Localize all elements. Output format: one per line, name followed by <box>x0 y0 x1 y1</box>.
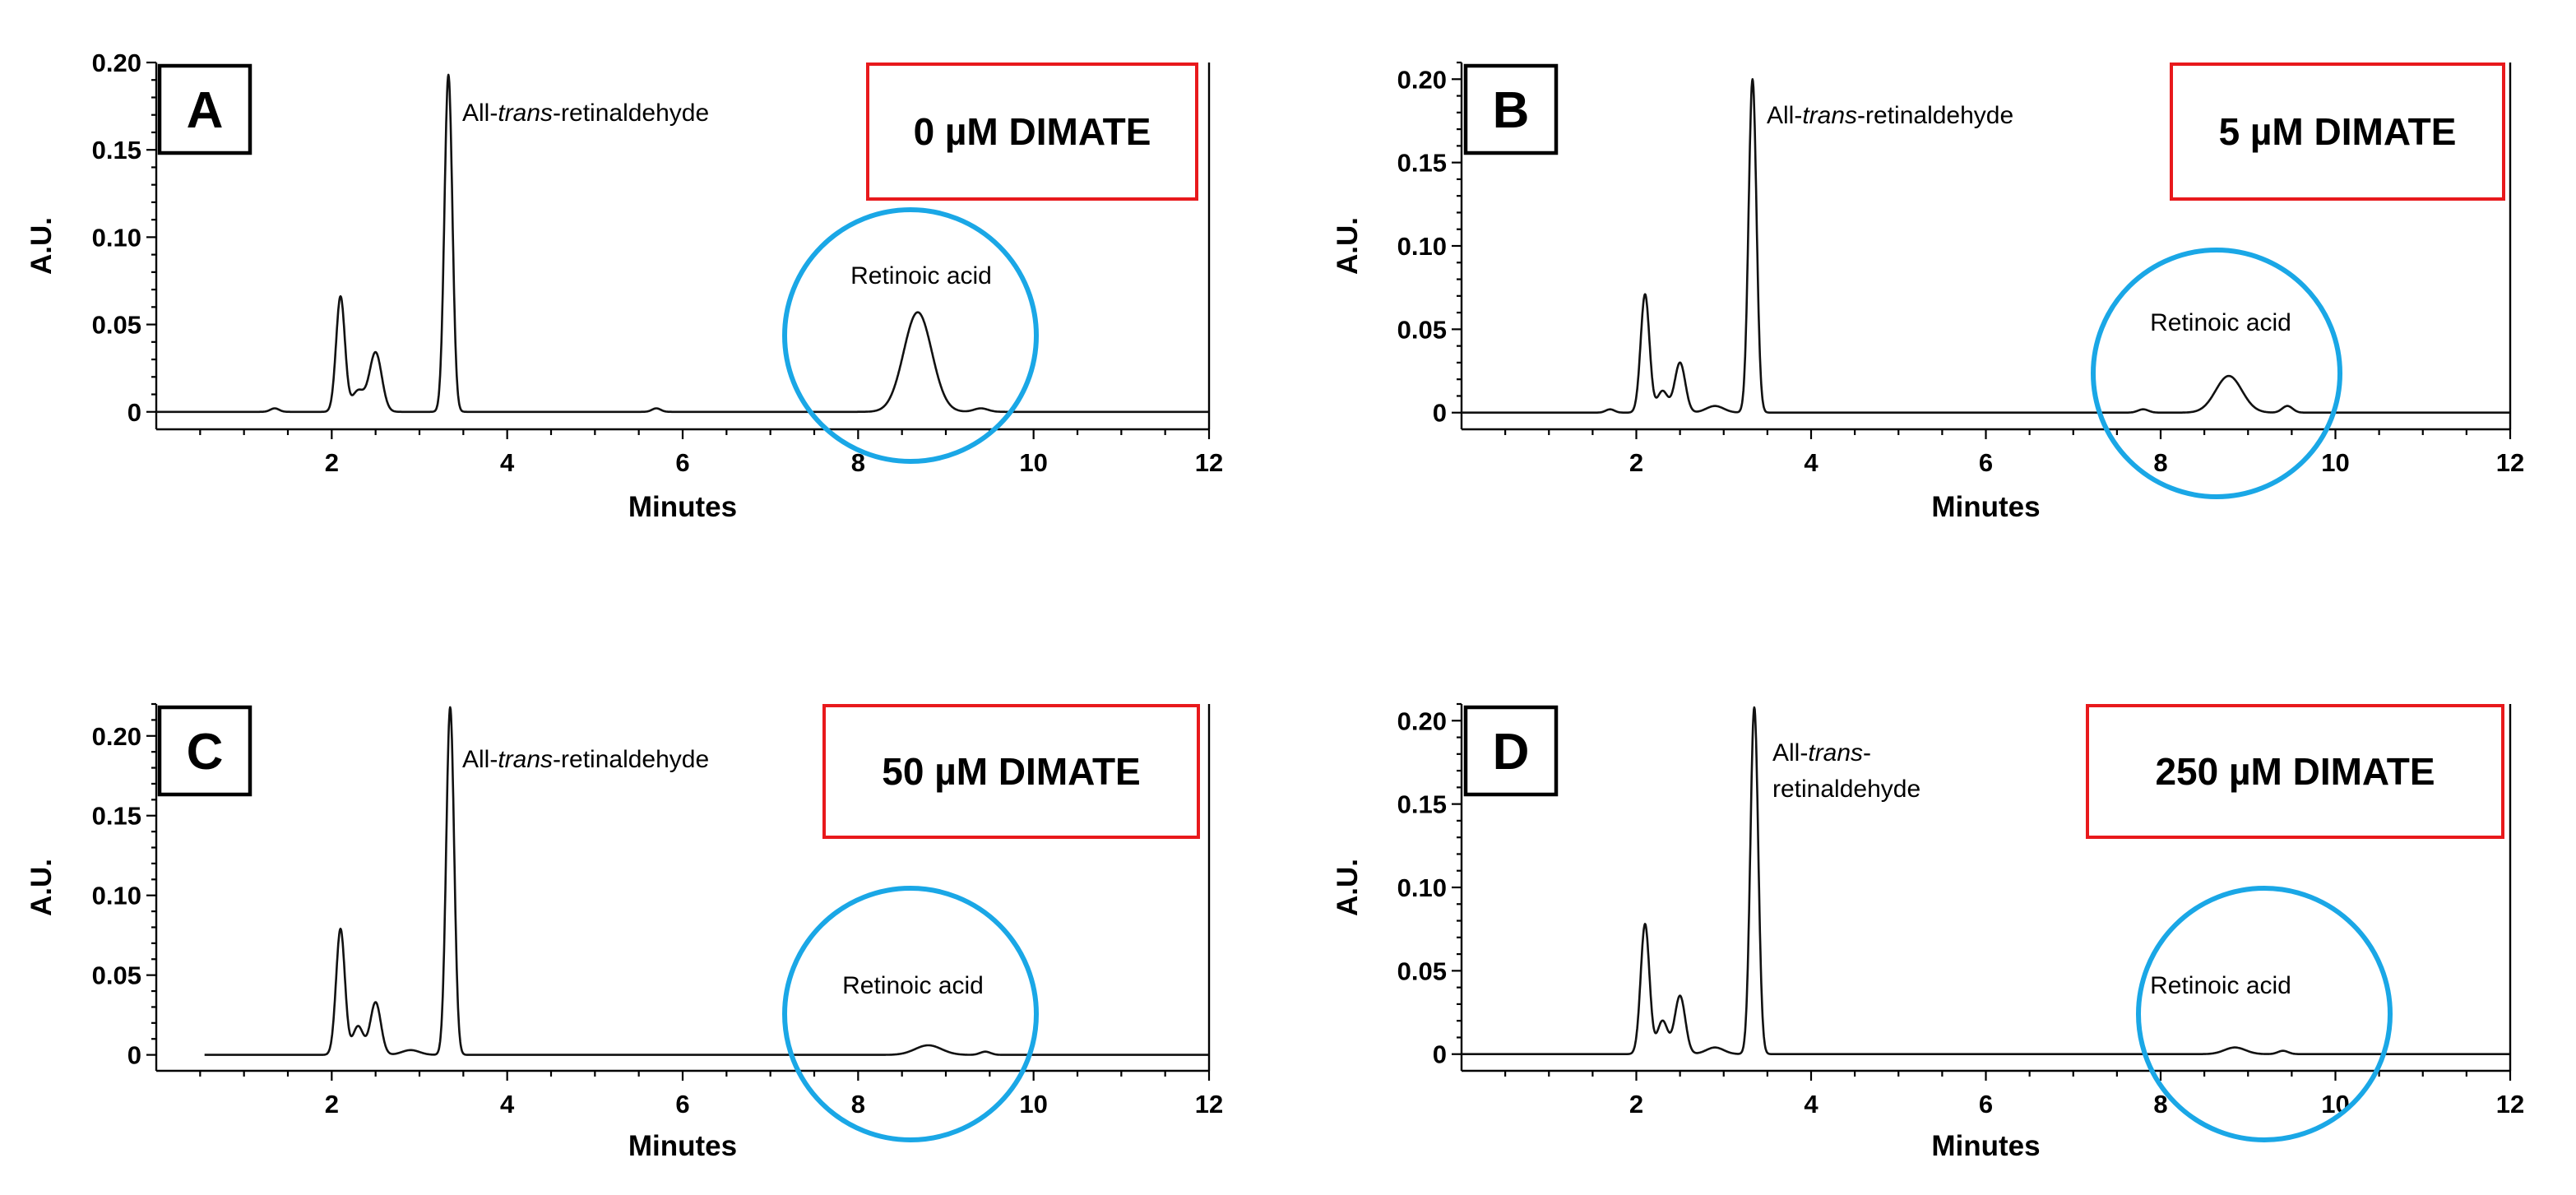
x-tick-label: 6 <box>675 448 689 477</box>
chromatogram-trace <box>155 73 1210 414</box>
x-tick-label: 8 <box>851 448 865 477</box>
x-tick-label: 8 <box>2153 1090 2167 1119</box>
y-tick-label: 0 <box>1433 399 1447 428</box>
retinoic-acid-label: Retinoic acid <box>2150 972 2291 999</box>
y-axis-title: A.U. <box>1332 217 1364 275</box>
panel-letter: A <box>187 82 224 139</box>
x-tick-label: 10 <box>1019 1090 1047 1119</box>
chromatogram-trace <box>203 706 1210 1056</box>
retinoic-acid-label: Retinoic acid <box>842 972 984 999</box>
y-tick-label: 0.10 <box>92 223 141 252</box>
x-tick-label: 6 <box>675 1090 689 1119</box>
retinoic-acid-circle <box>2136 886 2393 1142</box>
y-axis-title: A.U. <box>25 859 58 916</box>
y-tick-label: 0.20 <box>92 49 141 77</box>
x-axis-title: Minutes <box>1931 491 2040 523</box>
condition-box <box>822 704 1200 839</box>
x-tick-label: 6 <box>1979 448 1993 477</box>
y-tick-label: 0.20 <box>92 722 141 751</box>
panel-letter-box <box>157 63 253 155</box>
retinoic-acid-label: Retinoic acid <box>850 262 992 289</box>
condition-label: 250 µM DIMATE <box>2155 750 2435 793</box>
retinaldehyde-label: All-trans-retinaldehyde <box>462 100 709 127</box>
panel-letter: B <box>1493 82 1530 139</box>
y-tick-label: 0.15 <box>1397 790 1447 819</box>
condition-label: 0 µM DIMATE <box>914 110 1151 153</box>
x-tick-label: 4 <box>500 448 515 477</box>
y-tick-label: 0.05 <box>1397 956 1447 985</box>
x-tick-label: 12 <box>1195 1090 1223 1119</box>
y-axis-title: A.U. <box>1332 859 1364 916</box>
panel-letter-box <box>157 705 253 797</box>
condition-box <box>2086 704 2504 839</box>
x-tick-label: 2 <box>1629 448 1643 477</box>
y-tick-label: 0.05 <box>1397 315 1447 344</box>
x-tick-label: 8 <box>2153 448 2167 477</box>
condition-box <box>2170 63 2505 201</box>
condition-box <box>866 63 1198 201</box>
panel-letter: D <box>1493 724 1530 780</box>
retinoic-acid-label: Retinoic acid <box>2150 309 2291 336</box>
retinoic-acid-circle <box>2091 248 2342 499</box>
y-tick-label: 0.10 <box>1397 232 1447 261</box>
y-tick-label: 0.05 <box>92 961 141 990</box>
x-tick-label: 8 <box>851 1090 865 1119</box>
y-axis-title: A.U. <box>25 217 58 275</box>
x-tick-label: 2 <box>325 448 339 477</box>
y-tick-label: 0 <box>1433 1040 1447 1069</box>
x-axis-title: Minutes <box>628 1130 737 1162</box>
x-tick-label: 12 <box>1195 448 1223 477</box>
y-tick-label: 0 <box>127 398 141 427</box>
x-tick-label: 12 <box>2496 1090 2524 1119</box>
y-tick-label: 0.10 <box>92 882 141 910</box>
x-tick-label: 4 <box>1804 448 1818 477</box>
chromatogram-trace <box>1461 706 2511 1055</box>
x-tick-label: 2 <box>325 1090 339 1119</box>
panel-letter: C <box>187 724 224 780</box>
panel-letter-box <box>1463 705 1559 797</box>
retinaldehyde-label: All-trans-retinaldehyde <box>1772 739 1920 803</box>
x-axis-title: Minutes <box>1931 1130 2040 1162</box>
y-tick-label: 0.15 <box>1397 149 1447 178</box>
panel-d: 2 4 6 8 10 12 0 0.05 0.10 0.15 0.20 Minutes A.U. D 250… <box>1332 702 2524 1162</box>
x-tick-label: 12 <box>2496 448 2524 477</box>
x-tick-label: 6 <box>1979 1090 1993 1119</box>
y-tick-label: 0.10 <box>1397 873 1447 902</box>
x-tick-label: 10 <box>2321 448 2349 477</box>
panel-c: 2 4 6 8 10 12 0 0.05 0.10 0.15 0.20 Minutes A.U. C 50 … <box>25 702 1223 1162</box>
retinoic-acid-circle <box>782 207 1039 464</box>
condition-label: 50 µM DIMATE <box>882 750 1140 793</box>
y-tick-label: 0.05 <box>92 311 141 340</box>
retinoic-acid-circle <box>782 886 1039 1142</box>
x-axis-title: Minutes <box>628 491 737 523</box>
y-tick-label: 0.15 <box>92 136 141 164</box>
x-tick-label: 4 <box>500 1090 515 1119</box>
retinaldehyde-label: All-trans-retinaldehyde <box>462 746 709 773</box>
panel-a: 2 4 6 8 10 12 0 0.05 0.10 0.15 0.20 Minutes A.U. A 0 µ… <box>25 49 1223 523</box>
x-tick-label: 10 <box>2321 1090 2349 1119</box>
y-tick-label: 0.15 <box>92 802 141 831</box>
y-tick-label: 0.20 <box>1397 706 1447 735</box>
x-tick-label: 4 <box>1804 1090 1818 1119</box>
retinaldehyde-label: All-trans-retinaldehyde <box>1767 102 2013 129</box>
x-tick-label: 2 <box>1629 1090 1643 1119</box>
x-tick-label: 10 <box>1019 448 1047 477</box>
y-tick-label: 0 <box>127 1041 141 1070</box>
panel-letter-box <box>1463 63 1559 155</box>
y-tick-label: 0.20 <box>1397 65 1447 94</box>
panel-b: 2 4 6 8 10 12 0 0.05 0.10 0.15 0.20 Minutes A.U. B 5 µ… <box>1332 61 2524 523</box>
condition-label: 5 µM DIMATE <box>2219 110 2457 153</box>
